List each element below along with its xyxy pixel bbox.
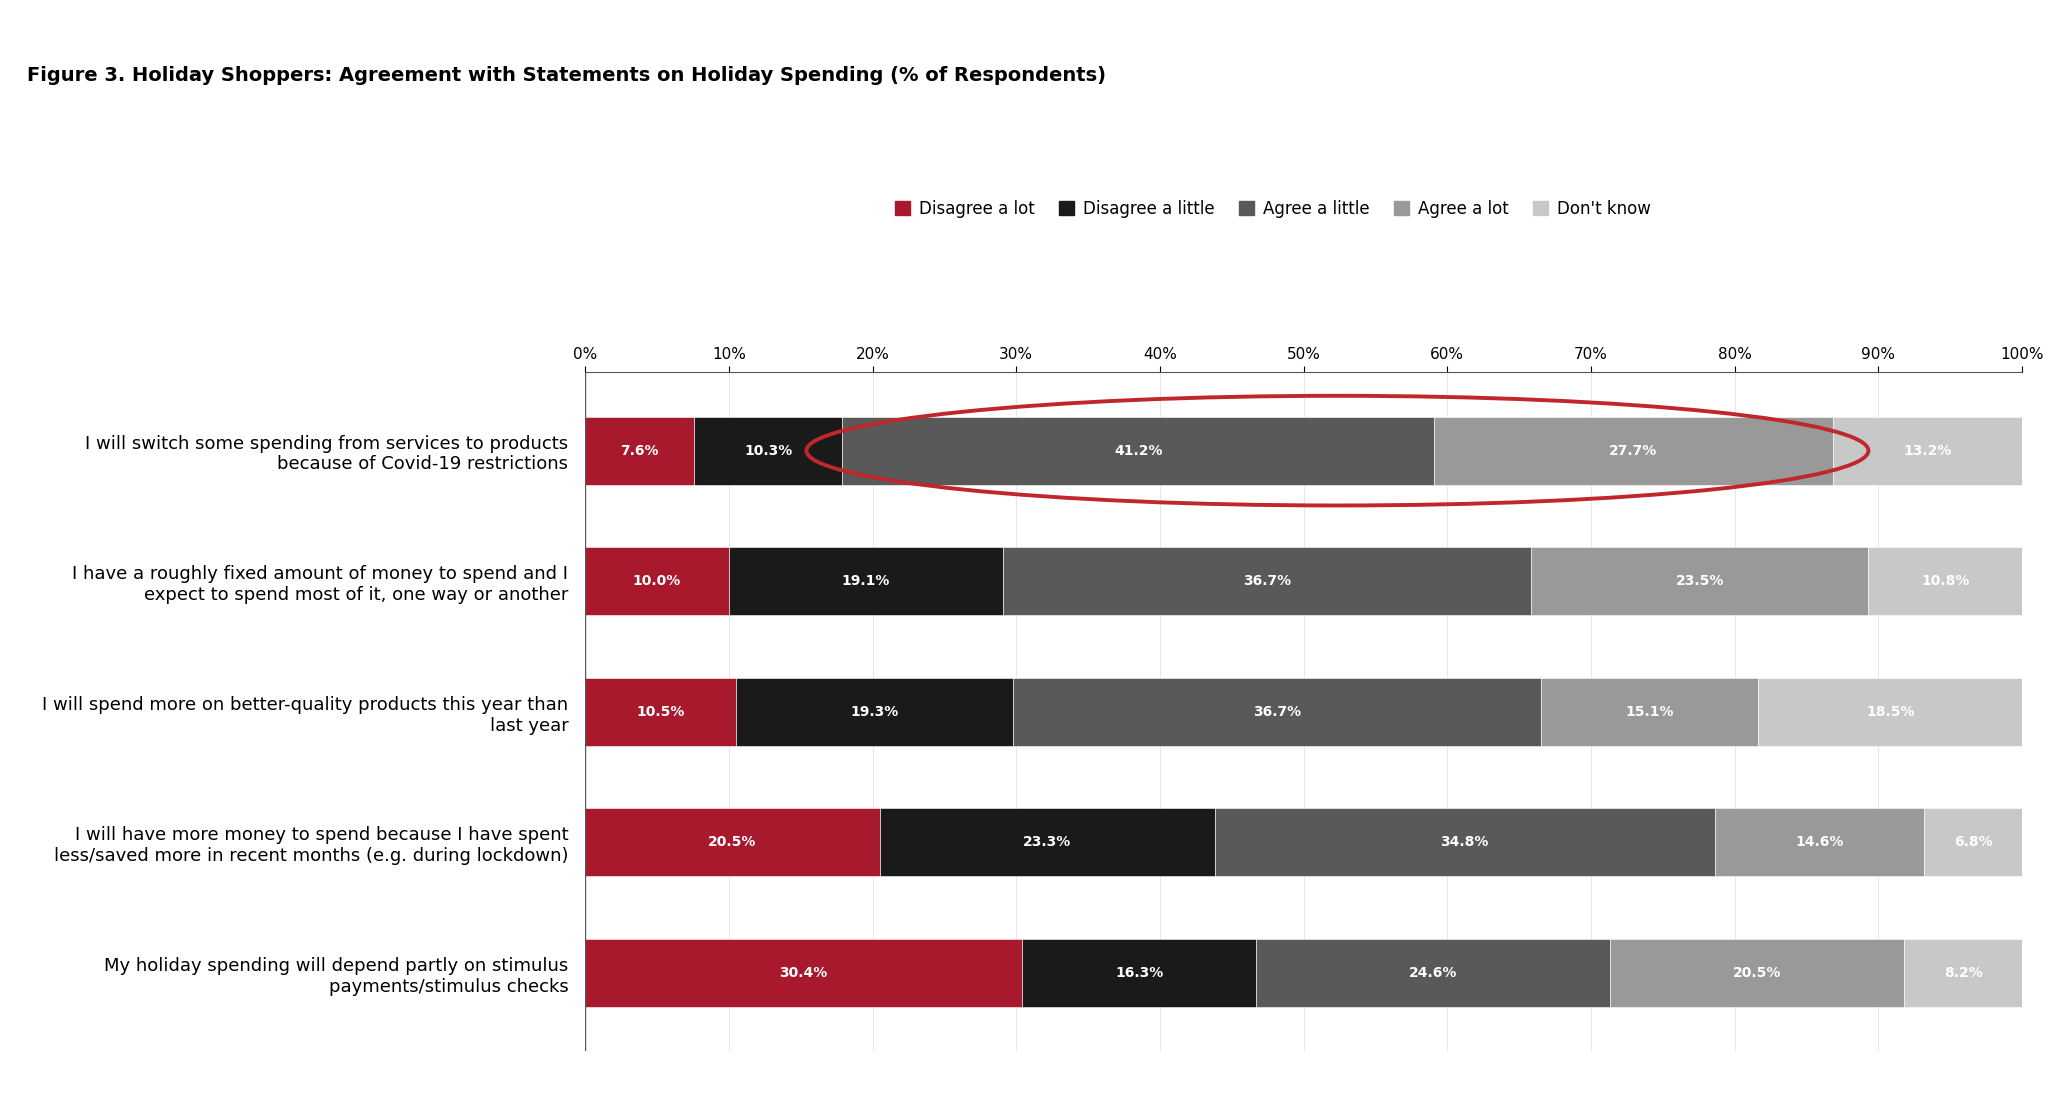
Text: 8.2%: 8.2%	[1944, 966, 1983, 980]
Text: 16.3%: 16.3%	[1115, 966, 1164, 980]
Text: 41.2%: 41.2%	[1115, 443, 1162, 458]
Text: 36.7%: 36.7%	[1242, 574, 1291, 588]
Text: 34.8%: 34.8%	[1441, 835, 1488, 850]
Text: 23.5%: 23.5%	[1675, 574, 1725, 588]
Text: 24.6%: 24.6%	[1408, 966, 1458, 980]
Text: 20.5%: 20.5%	[708, 835, 758, 850]
Text: 19.1%: 19.1%	[842, 574, 891, 588]
Bar	[1014, 678, 1540, 746]
Bar	[879, 808, 1215, 876]
Text: 20.5%: 20.5%	[1733, 966, 1782, 980]
Bar	[694, 417, 842, 485]
Text: 18.5%: 18.5%	[1866, 705, 1915, 718]
Text: 15.1%: 15.1%	[1626, 705, 1673, 718]
Bar	[585, 548, 729, 615]
Bar	[1924, 808, 2022, 876]
Bar	[1868, 548, 2024, 615]
Bar	[1435, 417, 1833, 485]
Text: 19.3%: 19.3%	[850, 705, 899, 718]
Bar	[1256, 938, 1610, 1006]
Text: 10.3%: 10.3%	[743, 443, 792, 458]
Bar	[585, 678, 735, 746]
Bar	[1905, 938, 2022, 1006]
Text: 23.3%: 23.3%	[1022, 835, 1072, 850]
Bar	[585, 808, 879, 876]
Bar	[1833, 417, 2022, 485]
Text: 36.7%: 36.7%	[1252, 705, 1302, 718]
Bar	[585, 938, 1022, 1006]
Text: 14.6%: 14.6%	[1796, 835, 1844, 850]
Text: 13.2%: 13.2%	[1903, 443, 1952, 458]
Bar	[1540, 678, 1757, 746]
Text: 10.5%: 10.5%	[636, 705, 686, 718]
Text: 30.4%: 30.4%	[780, 966, 827, 980]
Text: 27.7%: 27.7%	[1610, 443, 1657, 458]
Bar	[1022, 938, 1256, 1006]
Legend: Disagree a lot, Disagree a little, Agree a little, Agree a lot, Don't know: Disagree a lot, Disagree a little, Agree…	[895, 200, 1651, 218]
Text: 7.6%: 7.6%	[620, 443, 659, 458]
Bar	[735, 678, 1014, 746]
Bar	[1004, 548, 1532, 615]
Bar	[1532, 548, 1868, 615]
Text: 10.0%: 10.0%	[632, 574, 682, 588]
Bar	[729, 548, 1004, 615]
Bar	[1215, 808, 1714, 876]
Bar	[585, 417, 694, 485]
Text: 6.8%: 6.8%	[1954, 835, 1993, 850]
Bar	[1610, 938, 1905, 1006]
Bar	[842, 417, 1435, 485]
Text: Figure 3. Holiday Shoppers: Agreement with Statements on Holiday Spending (% of : Figure 3. Holiday Shoppers: Agreement wi…	[27, 66, 1107, 84]
Bar	[1714, 808, 1924, 876]
Bar	[1757, 678, 2024, 746]
Text: 10.8%: 10.8%	[1922, 574, 1971, 588]
